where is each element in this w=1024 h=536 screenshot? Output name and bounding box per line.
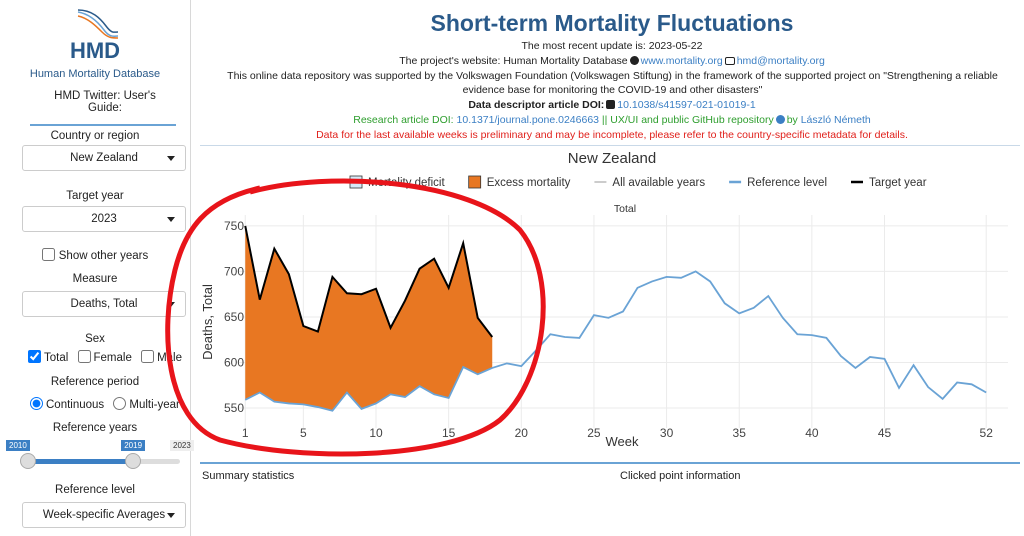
descriptor-line: Data descriptor article DOI: 10.1038/s415… — [200, 99, 1024, 111]
legend-label: Excess mortality — [487, 177, 571, 189]
logo-subtitle: Human Mortality Database — [29, 68, 161, 80]
country-select[interactable]: New Zealand — [22, 145, 186, 171]
guide-link[interactable]: User's Guide: — [88, 90, 156, 114]
slider-handle[interactable] — [20, 453, 36, 469]
logo-graphic — [77, 9, 119, 39]
legend-label: All available years — [612, 177, 705, 189]
descriptor-link[interactable]: 10.1038/s41597-021-01019-1 — [617, 99, 756, 111]
legend-swatch — [468, 175, 482, 189]
period-options: Continuous Multi-year — [30, 397, 180, 411]
option-label: Male — [157, 352, 182, 364]
excess-area — [245, 225, 493, 411]
x-axis-label: Week — [606, 434, 639, 449]
divider — [30, 124, 176, 126]
email-link[interactable]: hmd@mortality.org — [736, 55, 825, 67]
slider-max-label: 2023 — [170, 440, 194, 451]
checkbox[interactable] — [41, 248, 55, 261]
x-tick-label: 10 — [369, 426, 383, 440]
x-tick-label: 5 — [300, 426, 307, 440]
sex-label: Sex — [85, 333, 105, 345]
page-title: Short-term Mortality Fluctuations — [430, 10, 794, 36]
repo-text[interactable]: || UX/UI and public GitHub repository — [601, 114, 774, 126]
year-slider[interactable]: 2010 2019 2023 — [0, 438, 194, 474]
x-tick-label: 15 — [442, 426, 456, 440]
series-line — [244, 225, 494, 338]
author-link[interactable]: László Németh — [800, 114, 871, 126]
y-tick-label: 750 — [224, 219, 244, 233]
legend-swatch — [349, 175, 363, 189]
website-line: The project's website: Human Mortality D… — [200, 55, 1024, 67]
legend-label: Mortality deficit — [368, 177, 445, 189]
db-icon — [606, 100, 616, 109]
github-icon — [775, 115, 785, 124]
clicked-tab[interactable]: Clicked point information — [620, 470, 741, 482]
slider-from-label: 2019 — [121, 440, 146, 451]
target-year-label: Target year — [66, 190, 124, 202]
funding-line: This online data repository was supporte… — [227, 70, 998, 96]
ref-level-label: Reference level — [55, 484, 135, 496]
logo-text: HMD — [69, 38, 121, 63]
update-line: The most recent update is: 2023-05-22 — [521, 40, 703, 52]
option-label: Multi-year — [129, 399, 180, 411]
measure-select[interactable]: Deaths, Total — [22, 291, 186, 317]
divider — [200, 145, 1020, 146]
x-tick-label: 52 — [980, 426, 994, 440]
target-year-select[interactable]: 2023 — [22, 206, 186, 232]
descriptor-label: Data descriptor article DOI: — [468, 99, 605, 111]
website-prefix: The project's website: Human Mortality D… — [399, 55, 628, 67]
option-label: Female — [93, 352, 132, 364]
y-tick-label: 700 — [224, 264, 244, 278]
sidebar: HMD Human Mortality Database HMD Twitter… — [0, 0, 194, 536]
twitter-link[interactable]: HMD Twitter: — [54, 90, 121, 102]
x-tick-label: 20 — [515, 426, 529, 440]
y-tick-label: 600 — [224, 355, 244, 369]
slider-handle[interactable] — [125, 453, 142, 469]
twitter-line: HMD Twitter: User's Guide: — [40, 90, 170, 114]
globe-icon — [629, 56, 639, 65]
option-label: Continuous — [46, 399, 105, 411]
divider — [200, 462, 1020, 464]
ref-years-label: Reference years — [52, 422, 138, 434]
checkbox[interactable] — [141, 350, 155, 363]
hand-drawn-circle — [165, 178, 546, 457]
warning-line: Data for the last available weeks is pre… — [316, 129, 908, 141]
chart-subtitle: Total — [614, 203, 636, 215]
radio[interactable] — [30, 397, 43, 410]
x-tick-label: 25 — [587, 426, 601, 440]
chart-title: New Zealand — [568, 150, 656, 167]
x-tick-label: 40 — [805, 426, 819, 440]
y-tick-label: 550 — [224, 401, 244, 415]
measure-label: Measure — [72, 273, 118, 285]
show-other-years[interactable]: Show other years — [0, 248, 190, 262]
research-line: Research article DOI: 10.1371/journal.po… — [200, 114, 1024, 126]
legend-label: Target year — [869, 177, 927, 189]
y-tick-label: 650 — [224, 310, 244, 324]
ref-level-select[interactable]: Week-specific Averages — [22, 502, 186, 528]
checkbox-label: Show other years — [58, 250, 149, 262]
x-tick-label: 1 — [242, 426, 249, 440]
period-label: Reference period — [50, 376, 140, 388]
y-axis-label: Deaths, Total — [200, 284, 215, 360]
by-text: by — [786, 114, 798, 126]
legend-label: Reference level — [747, 177, 827, 189]
summary-tab[interactable]: Summary statistics — [202, 470, 295, 482]
mail-icon — [724, 57, 735, 65]
x-tick-label: 30 — [660, 426, 674, 440]
x-tick-label: 35 — [733, 426, 747, 440]
sex-options: Total Female Male — [28, 350, 190, 364]
slider-range — [28, 459, 134, 464]
research-link[interactable]: 10.1371/journal.pone.0246663 — [456, 114, 599, 126]
website-link[interactable]: www.mortality.org — [640, 55, 723, 67]
x-tick-label: 45 — [878, 426, 892, 440]
radio[interactable] — [113, 397, 127, 410]
country-label: Country or region — [50, 130, 140, 142]
option-label: Total — [44, 352, 69, 364]
research-label: Research article DOI: — [353, 114, 454, 126]
checkbox[interactable] — [77, 350, 91, 363]
checkbox[interactable] — [28, 350, 41, 363]
slider-min-label: 2010 — [6, 440, 30, 451]
series-line — [244, 270, 987, 412]
